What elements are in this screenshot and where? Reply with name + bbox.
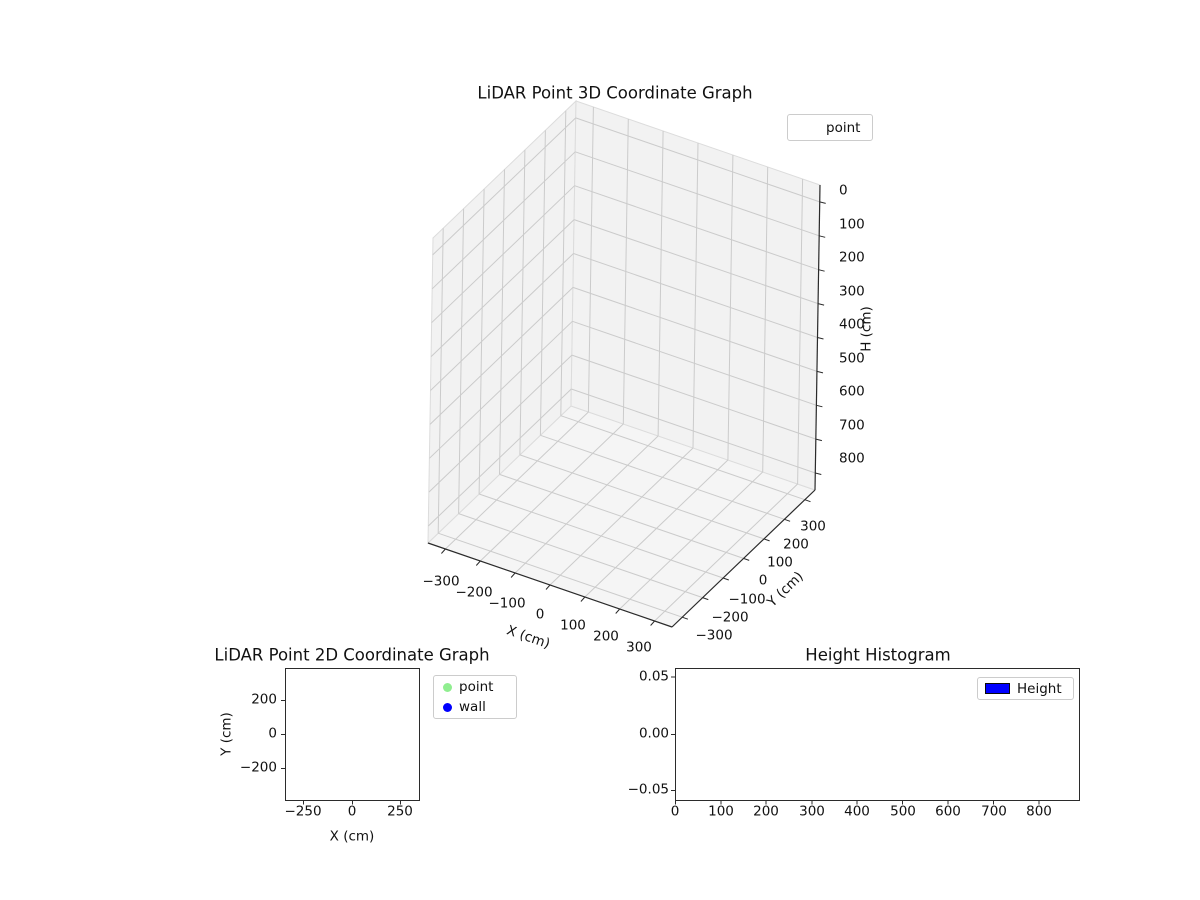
plot3d-x-tick-label: −200 — [455, 584, 493, 601]
plot3d-x-tick-label: 200 — [593, 628, 619, 645]
plot3d-x-tick-label: 0 — [535, 606, 545, 623]
histogram-x-tick-marks — [675, 800, 1040, 805]
plot2d-axes-box — [285, 668, 420, 801]
plot3d-title: LiDAR Point 3D Coordinate Graph — [477, 83, 753, 103]
grid-left-y — [437, 110, 567, 534]
legend-label: wall — [459, 699, 486, 715]
plot3d-y-tick-label: 0 — [758, 572, 768, 589]
plot2d-legend: point wall — [433, 675, 517, 719]
plot2d-x-tick-marks — [303, 800, 401, 805]
plot3d-tick-marks — [441, 201, 826, 626]
plot2d-x-tick-label: 0 — [347, 803, 357, 820]
plot3d-z-ticks — [815, 201, 826, 475]
wall-marker-icon — [443, 702, 452, 712]
legend-label: point — [826, 119, 861, 136]
plot3d-x-tick-label: −300 — [422, 573, 460, 590]
plot3d-y-tick-label: 200 — [783, 536, 809, 553]
plot3d-z-tick-label: 500 — [839, 350, 865, 367]
plot3d-z-tick-label: 400 — [839, 316, 865, 333]
plot2d-axes — [281, 668, 420, 805]
plot2d-title: LiDAR Point 2D Coordinate Graph — [214, 645, 490, 665]
grid-right-x — [587, 106, 804, 485]
legend-label: Height — [1017, 680, 1062, 697]
histogram-x-tick-label: 300 — [799, 803, 825, 820]
histogram-x-tick-label: 700 — [981, 803, 1007, 820]
histogram-y-tick-label: 0.00 — [638, 725, 669, 742]
plot3d-x-tick-label: 300 — [626, 639, 652, 656]
plot3d-z-tick-label: 600 — [839, 383, 865, 400]
histogram-x-tick-label: 100 — [708, 803, 734, 820]
histogram-y-tick-label: 0.05 — [638, 668, 669, 685]
height-patch-icon — [985, 683, 1010, 694]
histogram-y-tick-label: −0.05 — [627, 781, 669, 798]
legend-label: point — [459, 679, 494, 695]
plot3d-grid — [427, 106, 820, 622]
histogram-x-tick-label: 500 — [890, 803, 916, 820]
histogram-y-tick-marks — [671, 676, 676, 791]
plot2d-x-tick-label: −250 — [284, 803, 322, 820]
plot3d-z-tick-label: 800 — [839, 450, 865, 467]
plot2d-x-axis-label: X (cm) — [329, 828, 375, 845]
plot3d-y-tick-label: 300 — [800, 518, 826, 535]
histogram-x-tick-label: 800 — [1026, 803, 1052, 820]
legend-entry-wall: wall — [434, 697, 516, 717]
plot3d-x-ticks — [441, 548, 655, 626]
legend-entry-height: Height — [978, 681, 1073, 697]
plot3d-legend: point — [787, 114, 873, 141]
histogram-x-tick-label: 200 — [753, 803, 779, 820]
plot3d-z-tick-label: 100 — [839, 216, 865, 233]
plot3d-x-tick-label: −100 — [488, 595, 526, 612]
histogram-x-tick-label: 400 — [844, 803, 870, 820]
histogram-title: Height Histogram — [805, 645, 951, 665]
histogram-legend: Height — [977, 677, 1074, 700]
legend-entry-point: point — [434, 677, 516, 697]
plot3d-z-tick-label: 200 — [839, 249, 865, 266]
grid-floor-y — [438, 415, 805, 618]
plot2d-y-tick-label: −200 — [239, 759, 277, 776]
plot2d-y-tick-label: 200 — [251, 691, 277, 708]
plot2d-y-tick-marks — [281, 700, 286, 769]
plot2d-x-tick-label: 250 — [387, 803, 413, 820]
empty-scatter-marker — [797, 123, 819, 132]
legend-entry-point: point — [788, 118, 872, 138]
plot3d-z-tick-label: 0 — [839, 182, 848, 199]
plot3d-y-tick-label: −100 — [728, 591, 766, 608]
plot3d-y-tick-label: −300 — [695, 627, 733, 644]
plot2d-y-axis-label: Y (cm) — [218, 712, 235, 756]
plot3d-y-ticks — [682, 499, 811, 620]
plot3d-y-tick-label: −200 — [711, 609, 749, 626]
plot3d-z-tick-label: 700 — [839, 417, 865, 434]
histogram-x-tick-label: 600 — [935, 803, 961, 820]
point-marker-icon — [443, 682, 452, 692]
histogram-x-tick-label: 0 — [670, 803, 680, 820]
plot2d-y-tick-label: 0 — [268, 725, 277, 742]
plot3d-z-tick-label: 300 — [839, 283, 865, 300]
plot3d-x-tick-label: 100 — [560, 617, 586, 634]
plot3d-y-tick-label: 100 — [767, 554, 793, 571]
